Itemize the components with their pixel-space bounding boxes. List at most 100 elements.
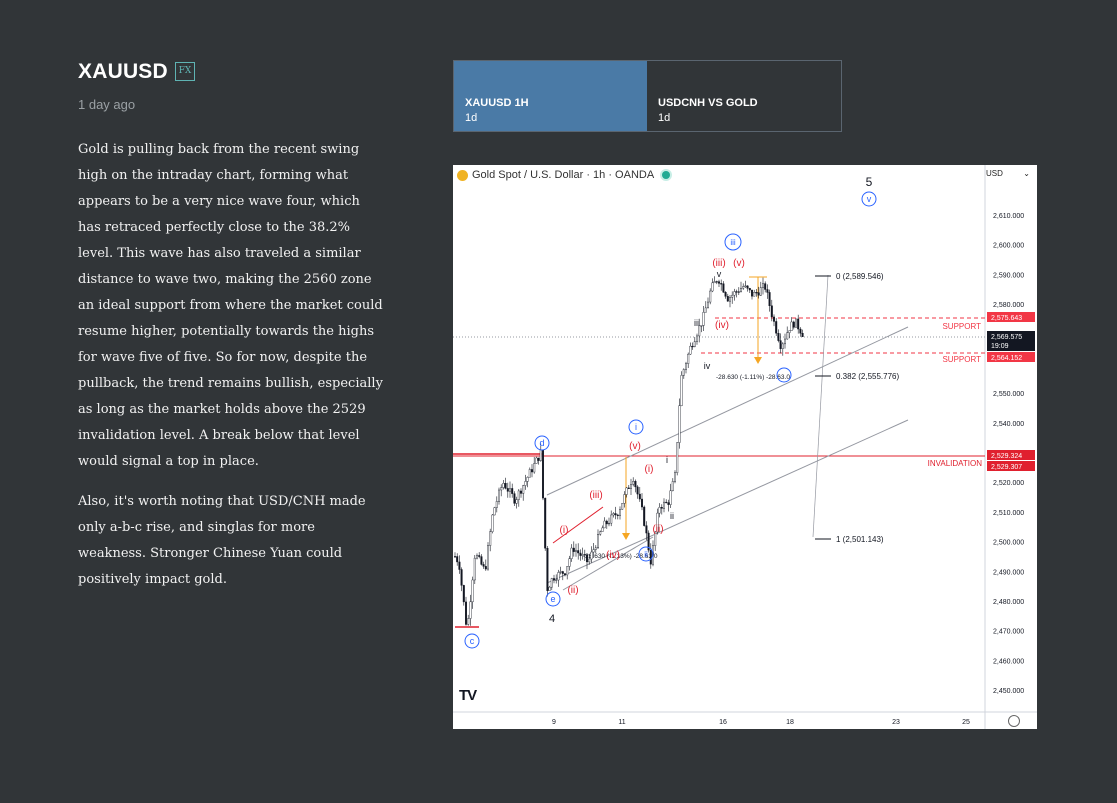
- wave-i-paren-small: (i): [560, 525, 569, 536]
- candle-body: [502, 483, 505, 488]
- candle-body: [462, 585, 465, 603]
- x-tick-label: 18: [786, 719, 794, 726]
- candle-body: [797, 318, 800, 330]
- candle-body: [706, 301, 709, 309]
- candle-body: [649, 549, 652, 565]
- wave-e-circle: [545, 591, 561, 607]
- candle-body: [498, 489, 501, 502]
- tab-label: XAUUSD 1H: [465, 97, 529, 109]
- price-tag: [987, 331, 1035, 351]
- candle-body: [539, 449, 542, 461]
- candle-body: [541, 449, 544, 499]
- candle-body: [684, 363, 687, 370]
- candle-body: [757, 292, 760, 296]
- candle-body: [751, 289, 754, 297]
- candle-body: [665, 501, 668, 504]
- candle-body: [478, 555, 481, 557]
- candle-body: [530, 469, 533, 473]
- candle-body: [715, 281, 718, 283]
- candle-body: [566, 566, 569, 576]
- candle-body: [748, 288, 751, 291]
- chart-header[interactable]: Gold Spot / U.S. Dollar · 1h · OANDA: [457, 169, 671, 181]
- candle-body: [464, 601, 467, 625]
- candle-body: [585, 554, 588, 563]
- candle-body: [702, 312, 705, 326]
- candle-body: [546, 547, 549, 591]
- channel-upper-2: [546, 419, 909, 584]
- candle-body: [517, 490, 520, 500]
- candle-body: [645, 525, 648, 534]
- candle-body: [689, 345, 692, 355]
- candle-body: [559, 571, 562, 573]
- gold-coin-icon: [457, 169, 468, 181]
- price-chart[interactable]: 2,610.000 2,600.000 2,590.000 2,580.000 2,55…: [453, 165, 1037, 729]
- candle-body: [733, 291, 736, 296]
- candle-body: [574, 550, 577, 552]
- candle-body: [581, 554, 584, 556]
- candle-body: [557, 572, 560, 581]
- wave-iii-circ: iii: [730, 238, 736, 247]
- candle-body: [790, 321, 793, 331]
- wave-iii-circle: [724, 233, 742, 251]
- y-tick-label: 2,490.000: [993, 569, 1024, 576]
- wave-v-circle: [861, 191, 877, 207]
- candle-body: [504, 483, 507, 489]
- timestamp: 1 day ago: [78, 97, 136, 112]
- settings-gear-icon[interactable]: [1008, 715, 1020, 727]
- wave-ii-circle: [638, 546, 654, 562]
- candle-body: [755, 292, 758, 294]
- candle-body: [753, 292, 756, 297]
- candle-body: [698, 325, 701, 337]
- tab-usdcnh-vs-gold[interactable]: USDCNH VS GOLD 1d: [647, 61, 840, 131]
- candle-body: [489, 531, 492, 546]
- candle-body: [460, 569, 463, 586]
- candle-body: [781, 343, 784, 349]
- candle-body: [618, 509, 621, 516]
- measure-label: -28.630 (-1.11%) -28.63.0: [716, 374, 790, 381]
- candle-body: [590, 551, 593, 560]
- candle-body: [594, 547, 597, 550]
- y-tick-label: 2,540.000: [993, 421, 1024, 428]
- y-tick-label: 2,500.000: [993, 540, 1024, 547]
- price-tag-label: 2,529.307: [991, 464, 1022, 471]
- candle-body: [693, 341, 696, 347]
- candle-body: [795, 318, 798, 328]
- candle-body: [654, 531, 657, 546]
- candle-body: [704, 307, 707, 313]
- candle-body: [773, 316, 776, 322]
- tradingview-logo[interactable]: TV: [459, 687, 477, 704]
- wave-v-paren: (v): [629, 441, 641, 452]
- candle-body: [480, 556, 483, 565]
- candle-body: [621, 503, 624, 510]
- chevron-down-icon: ⌄: [1023, 169, 1030, 178]
- price-tag-time: 19:09: [991, 343, 1009, 350]
- wave-iv-circle: [776, 367, 792, 383]
- tab-xauusd-1h[interactable]: XAUUSD 1H 1d: [454, 61, 647, 131]
- candle-body: [500, 487, 503, 491]
- candle-body: [740, 287, 743, 292]
- candle-body: [473, 557, 476, 581]
- currency-selector[interactable]: USD ⌄: [986, 169, 1036, 178]
- y-tick-label: 2,610.000: [993, 213, 1024, 220]
- candle-body: [726, 296, 729, 302]
- candle-body: [458, 561, 461, 570]
- tab-timeframe: 1d: [658, 112, 671, 124]
- candle-body: [640, 498, 643, 508]
- candle-body: [491, 514, 494, 532]
- article-title: XAUUSD: [78, 60, 168, 83]
- candle-body: [629, 484, 632, 489]
- candle-body: [528, 469, 531, 478]
- candle-body: [524, 481, 527, 486]
- price-tag: [987, 352, 1035, 362]
- support-label-lower: SUPPORT: [942, 355, 981, 364]
- category-badge[interactable]: FX: [175, 62, 195, 81]
- candle-body: [579, 552, 582, 556]
- wave-iv-lower: iv: [704, 361, 711, 371]
- chart-canvas[interactable]: 2,610.000 2,600.000 2,590.000 2,580.000 2,55…: [453, 165, 1037, 729]
- candle-body: [746, 285, 749, 289]
- fib-connector: [812, 274, 829, 538]
- y-tick-label: 2,550.000: [993, 391, 1024, 398]
- candle-body: [691, 345, 694, 348]
- wave-d: d: [539, 438, 544, 448]
- candle-body: [596, 534, 599, 549]
